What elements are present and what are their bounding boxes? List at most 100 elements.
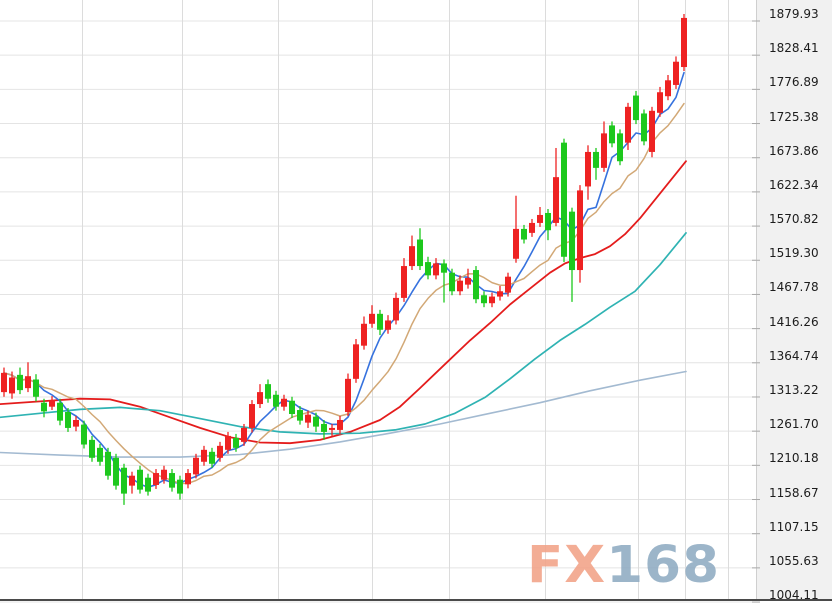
candle-up xyxy=(217,445,223,458)
price-axis-label: 1158.67 xyxy=(769,485,819,500)
candle-down xyxy=(561,142,567,257)
candle-down xyxy=(641,113,647,142)
price-axis-label: 1467.78 xyxy=(769,280,819,295)
candle-up xyxy=(513,228,519,259)
candle-up xyxy=(433,263,439,276)
candle-down xyxy=(121,467,127,494)
candle-up xyxy=(457,280,463,292)
candle-up xyxy=(241,427,247,442)
price-axis-label: 1570.82 xyxy=(769,212,819,227)
candle-down xyxy=(57,402,63,421)
candle-up xyxy=(673,61,679,85)
candle-up xyxy=(161,469,167,480)
candle-down xyxy=(449,272,455,292)
candle-down xyxy=(473,270,479,300)
candle-up xyxy=(649,110,655,152)
price-axis-label: 1519.30 xyxy=(769,246,819,261)
candle-up xyxy=(585,151,591,187)
candle-down xyxy=(81,424,87,445)
ma-slower-teal xyxy=(0,232,687,435)
candle-down xyxy=(145,477,151,492)
ma-slowest-steel xyxy=(0,370,687,458)
candle-down xyxy=(481,295,487,304)
candle-down xyxy=(137,469,143,490)
price-axis-label: 1210.18 xyxy=(769,451,819,466)
candle-down xyxy=(265,384,271,399)
candle-up xyxy=(625,106,631,143)
price-axis-label: 1776.89 xyxy=(769,75,819,90)
candle-up xyxy=(529,222,535,233)
candle-down xyxy=(233,437,239,448)
candle-up xyxy=(553,177,559,223)
candle-up xyxy=(385,320,391,330)
candle-up xyxy=(393,297,399,321)
candle-down xyxy=(593,151,599,168)
candle-down xyxy=(17,374,23,391)
candle-down xyxy=(441,263,447,273)
price-axis-label: 1107.15 xyxy=(769,519,819,534)
candle-up xyxy=(601,133,607,168)
candle-up xyxy=(353,344,359,379)
candle-up xyxy=(281,398,287,407)
candle-down xyxy=(377,313,383,330)
price-axis-label: 1622.34 xyxy=(769,177,819,192)
candle-up xyxy=(49,400,55,407)
bottom-axis-line xyxy=(0,599,832,601)
candle-up xyxy=(185,473,191,485)
candle-up xyxy=(577,190,583,271)
candle-up xyxy=(369,313,375,324)
candle-up xyxy=(305,414,311,423)
candle-down xyxy=(33,379,39,397)
candle-down xyxy=(569,211,575,271)
candle-down xyxy=(41,402,47,412)
candle-down xyxy=(169,473,175,488)
ma-mid-tan xyxy=(3,102,685,485)
candle-down xyxy=(289,400,295,415)
candle-up xyxy=(129,475,135,486)
price-axis-label: 1725.38 xyxy=(769,109,819,124)
candle-down xyxy=(313,416,319,427)
fx168-watermark-logo: FX168 xyxy=(527,540,720,591)
candle-up xyxy=(497,291,503,297)
candle-up xyxy=(505,276,511,293)
candle-down xyxy=(273,394,279,407)
candle-down xyxy=(633,95,639,121)
price-axis-label: 1313.22 xyxy=(769,383,819,397)
candle-up xyxy=(489,296,495,304)
candle-down xyxy=(617,133,623,162)
candle-up xyxy=(1,372,7,393)
candle-up xyxy=(345,378,351,413)
candle-up xyxy=(681,17,687,68)
candle-up xyxy=(361,323,367,346)
candle-down xyxy=(521,228,527,240)
candle-down xyxy=(417,239,423,267)
price-axis: 1879.93 1828.41 1776.89 1725.38 1673.86 1622.… xyxy=(756,0,832,603)
candle-up xyxy=(193,457,199,475)
candle-down xyxy=(113,457,119,486)
candle-up xyxy=(257,392,263,405)
candle-up xyxy=(73,419,79,427)
candle-down xyxy=(425,262,431,276)
price-axis-label: 1364.74 xyxy=(769,348,819,363)
price-axis-label: 1416.26 xyxy=(769,314,819,329)
candle-down xyxy=(209,451,215,464)
candle-down xyxy=(89,439,95,458)
price-axis-label: 1055.63 xyxy=(769,553,819,568)
ma-slow-red xyxy=(0,160,687,445)
candle-down xyxy=(609,125,615,144)
candle-up xyxy=(665,80,671,97)
candle-up xyxy=(25,376,31,389)
price-axis-label: 1004.11 xyxy=(769,588,819,603)
candle-down xyxy=(321,423,327,432)
candle-up xyxy=(249,404,255,428)
candle-up xyxy=(537,214,543,223)
watermark-fx: FX xyxy=(527,536,607,595)
candle-down xyxy=(177,479,183,494)
candle-up xyxy=(657,92,663,113)
candle-up xyxy=(401,266,407,298)
candle-down xyxy=(297,410,303,421)
price-axis-label: 1879.93 xyxy=(769,7,819,21)
candle-up xyxy=(225,435,231,450)
